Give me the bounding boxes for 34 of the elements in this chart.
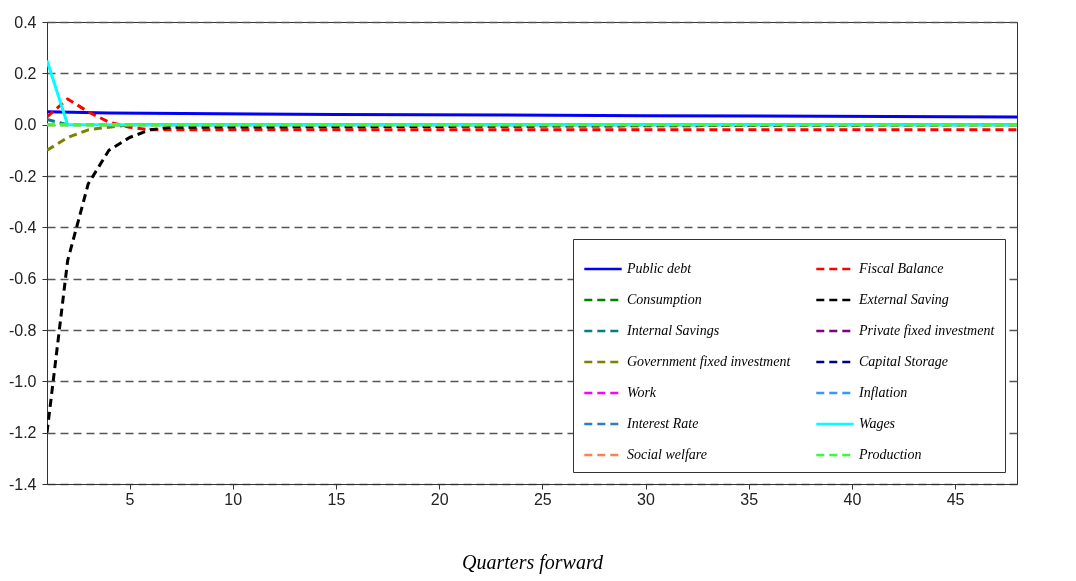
legend-label: Inflation <box>858 385 908 400</box>
x-tick-label: 30 <box>637 490 656 508</box>
y-tick-label: -0.2 <box>8 167 37 185</box>
y-tick-label: -0.6 <box>8 270 37 288</box>
y-tick-label: -1.4 <box>8 475 37 493</box>
legend-label: Production <box>858 447 922 462</box>
legend-label: Capital Storage <box>859 354 949 369</box>
x-tick-label: 35 <box>740 490 759 508</box>
x-tick-label: 40 <box>843 490 862 508</box>
y-tick-label: 0.0 <box>14 116 37 134</box>
x-tick-label: 45 <box>946 490 965 508</box>
legend-label: External Saving <box>858 292 949 307</box>
legend-label: Work <box>627 385 657 400</box>
y-tick-label: -0.8 <box>8 321 37 339</box>
legend-label: Private fixed investment <box>858 323 996 338</box>
y-tick-label: 0.2 <box>14 64 37 82</box>
legend-label: Consumption <box>627 292 702 307</box>
x-axis-title: Quarters forward <box>462 550 604 574</box>
legend-label: Public debt <box>626 261 693 276</box>
legend-label: Fiscal Balance <box>858 261 944 276</box>
legend-label: Wages <box>859 416 896 431</box>
x-tick-label: 20 <box>430 490 449 508</box>
x-tick-label: 25 <box>533 490 552 508</box>
y-tick-label: -1.0 <box>8 372 37 390</box>
y-tick-label: 0.4 <box>14 13 37 31</box>
legend-label: Interest Rate <box>626 416 699 431</box>
legend-label: Social welfare <box>627 447 707 462</box>
x-tick-label: 5 <box>125 490 135 508</box>
y-tick-label: -1.2 <box>8 424 37 442</box>
legend-label: Government fixed investment <box>627 354 792 369</box>
x-tick-label: 10 <box>224 490 243 508</box>
legend-label: Internal Savings <box>626 323 720 338</box>
x-tick-label: 15 <box>327 490 346 508</box>
y-tick-label: -0.4 <box>8 218 37 236</box>
